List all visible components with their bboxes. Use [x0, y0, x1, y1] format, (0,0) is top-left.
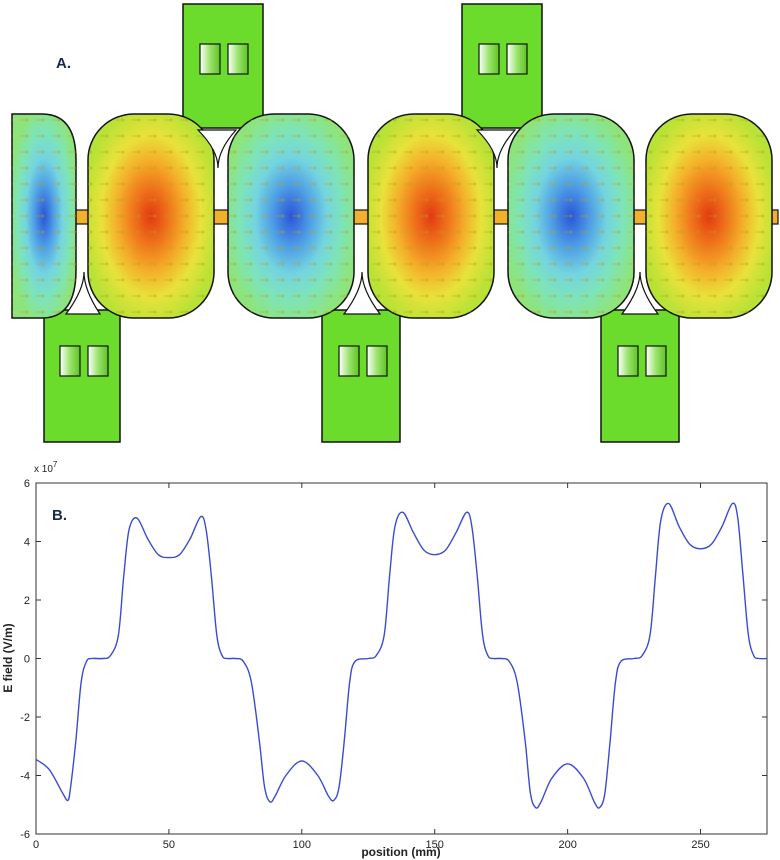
bottom-coupler-middle: [321, 309, 401, 443]
y-tick-label: 4: [24, 537, 30, 549]
top-coupler-right: [461, 3, 543, 129]
x-axis-ticks: 0 50 100 150 200 250: [33, 483, 710, 851]
y-tick-label: 0: [24, 654, 30, 666]
efield-curve: [35, 502, 768, 809]
panel-a-label: A.: [56, 55, 71, 72]
x-tick-label: 200: [558, 839, 576, 851]
x-tick-label: 150: [426, 839, 444, 851]
x-tick-label: 100: [293, 839, 311, 851]
coupling-slots: [64, 129, 660, 315]
y-tick-label: 2: [24, 595, 30, 607]
field-map-panel: A.: [11, 3, 779, 443]
y-axis-label: E field (V/m): [1, 623, 15, 692]
panel-b-label: B.: [52, 507, 67, 524]
cavity-cell-5: [645, 113, 773, 319]
y-tick-label: 6: [24, 478, 30, 490]
x-tick-label: 50: [163, 839, 175, 851]
cavity-cell-3: [367, 113, 495, 319]
bottom-coupler-left: [43, 309, 121, 443]
x-tick-label: 250: [691, 839, 709, 851]
y-tick-label: -2: [20, 712, 30, 724]
y-tick-label: -4: [20, 771, 30, 783]
x-tick-label: 0: [33, 839, 39, 851]
plot-frame: [35, 482, 768, 835]
y-axis-ticks: -6 -4 -2 0 2 4 6: [20, 478, 767, 841]
cavity-cell-4: [507, 113, 635, 319]
cavity-cell-2: [227, 113, 355, 319]
cavity-cell-1: [87, 113, 215, 319]
bottom-coupler-right: [600, 309, 680, 443]
efield-chart: -6 -4 -2 0 2 4 6 0 50 100 150 200 250 x 107 B. posi…: [1, 460, 768, 859]
y-tick-label: -6: [20, 829, 30, 841]
x-axis-label: position (mm): [361, 845, 440, 859]
y-multiplier: x 107: [34, 460, 58, 475]
cavity-cell-half-left: [11, 113, 77, 319]
top-coupler-left: [182, 3, 264, 129]
